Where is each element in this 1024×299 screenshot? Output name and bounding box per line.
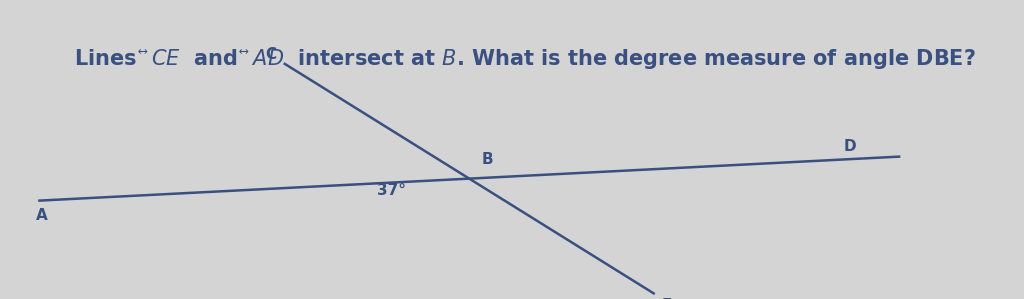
Text: B: B <box>481 152 493 167</box>
Text: 37°: 37° <box>377 183 406 198</box>
Text: Lines $\overleftrightarrow{CE}$  and $\overleftrightarrow{AD}$  intersect at $\i: Lines $\overleftrightarrow{CE}$ and $\ov… <box>74 48 976 71</box>
Text: E: E <box>662 298 672 299</box>
Text: D: D <box>844 139 856 154</box>
Text: A: A <box>36 208 47 222</box>
Text: C: C <box>265 47 276 62</box>
